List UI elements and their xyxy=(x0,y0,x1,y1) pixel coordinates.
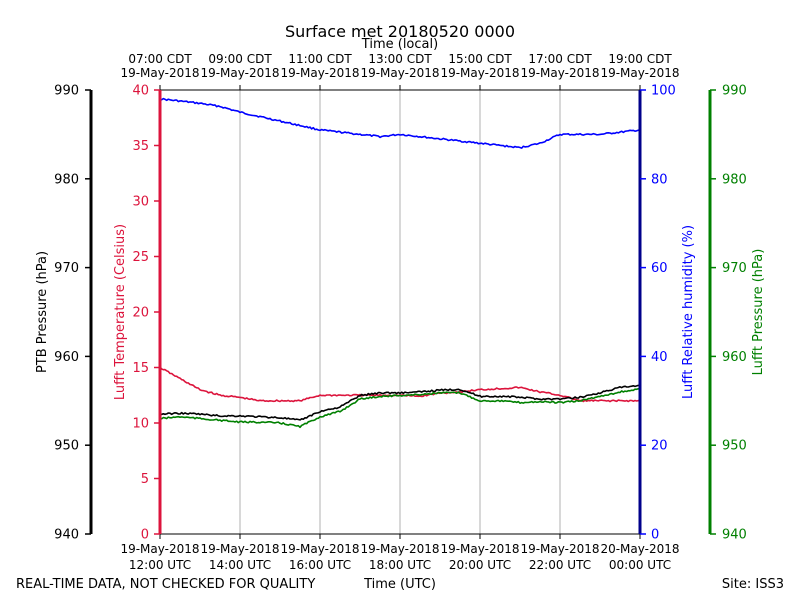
bottom-tick-label: 19-May-2018 xyxy=(440,542,519,556)
bottom-tick-label: 20:00 UTC xyxy=(449,558,511,572)
bottom-tick-label: 19-May-2018 xyxy=(520,542,599,556)
top-tick-label: 13:00 CDT xyxy=(368,52,432,66)
bottom-tick-label: 16:00 UTC xyxy=(289,558,351,572)
top-tick-label: 19-May-2018 xyxy=(440,66,519,80)
bottom-tick-label: 19-May-2018 xyxy=(200,542,279,556)
top-tick-label: 15:00 CDT xyxy=(448,52,512,66)
top-tick-label: 19-May-2018 xyxy=(280,66,359,80)
ptb-pressure-line xyxy=(159,384,641,421)
bottom-tick-label: 00:00 UTC xyxy=(609,558,671,572)
bottom-axis-label: Time (UTC) xyxy=(363,577,436,592)
ptb-pressure-tick-label: 950 xyxy=(54,439,79,454)
ptb-pressure-tick-label: 970 xyxy=(54,261,79,276)
top-tick-label: 19:00 CDT xyxy=(608,52,672,66)
quality-disclaimer: REAL-TIME DATA, NOT CHECKED FOR QUALITY xyxy=(16,577,315,592)
bottom-tick-label: 19-May-2018 xyxy=(280,542,359,556)
lufft-pressure-tick-label: 960 xyxy=(722,350,747,365)
humidity-tick-label: 80 xyxy=(651,172,668,187)
ptb-pressure-tick-label: 960 xyxy=(54,350,79,365)
top-tick-label: 19-May-2018 xyxy=(120,66,199,80)
top-tick-label: 17:00 CDT xyxy=(528,52,592,66)
lufft-pressure-tick-label: 950 xyxy=(722,439,747,454)
temperature-tick-label: 15 xyxy=(132,361,149,376)
lufft-pressure-tick-label: 980 xyxy=(722,172,747,187)
lufft-pressure-tick-label: 970 xyxy=(722,261,747,276)
temperature-axis-label: Lufft Temperature (Celsius) xyxy=(113,224,128,400)
bottom-tick-label: 14:00 UTC xyxy=(209,558,271,572)
top-tick-label: 11:00 CDT xyxy=(288,52,352,66)
lufft-pressure-tick-label: 990 xyxy=(722,84,747,99)
lufft-relative-humidity-line xyxy=(159,97,641,149)
ptb-pressure-tick-label: 980 xyxy=(54,172,79,187)
bottom-tick-label: 19-May-2018 xyxy=(360,542,439,556)
site-label: Site: ISS3 xyxy=(722,577,784,592)
top-axis-label: Time (local) xyxy=(361,37,438,52)
humidity-tick-label: 60 xyxy=(651,261,668,276)
bottom-tick-label: 18:00 UTC xyxy=(369,558,431,572)
temperature-tick-label: 30 xyxy=(132,195,149,210)
top-tick-label: 19-May-2018 xyxy=(360,66,439,80)
temperature-tick-label: 35 xyxy=(132,139,149,154)
humidity-tick-label: 40 xyxy=(651,350,668,365)
temperature-tick-label: 25 xyxy=(132,250,149,265)
top-tick-label: 19-May-2018 xyxy=(200,66,279,80)
bottom-tick-label: 20-May-2018 xyxy=(600,542,679,556)
humidity-tick-label: 100 xyxy=(651,84,676,99)
chart-title: Surface met 20180520 0000 xyxy=(285,22,515,41)
temperature-tick-label: 0 xyxy=(141,528,149,543)
temperature-tick-label: 5 xyxy=(141,472,149,487)
bottom-tick-label: 12:00 UTC xyxy=(129,558,191,572)
lufft-pressure-tick-label: 940 xyxy=(722,528,747,543)
ptb-pressure-axis-label: PTB Pressure (hPa) xyxy=(35,251,50,373)
top-tick-label: 07:00 CDT xyxy=(128,52,192,66)
top-tick-label: 09:00 CDT xyxy=(208,52,272,66)
bottom-tick-label: 19-May-2018 xyxy=(120,542,199,556)
lufft-pressure-line xyxy=(160,387,641,429)
humidity-axis-label: Lufft Relative humidity (%) xyxy=(681,225,696,399)
temperature-tick-label: 20 xyxy=(132,306,149,321)
top-tick-label: 19-May-2018 xyxy=(520,66,599,80)
humidity-tick-label: 0 xyxy=(651,528,659,543)
top-tick-label: 19-May-2018 xyxy=(600,66,679,80)
series-layer xyxy=(159,97,641,429)
bottom-tick-label: 22:00 UTC xyxy=(529,558,591,572)
ptb-pressure-tick-label: 940 xyxy=(54,528,79,543)
humidity-tick-label: 20 xyxy=(651,439,668,454)
ptb-pressure-tick-label: 990 xyxy=(54,84,79,99)
lufft-pressure-axis-label: Lufft Pressure (hPa) xyxy=(751,249,766,376)
temperature-tick-label: 10 xyxy=(132,417,149,432)
temperature-tick-label: 40 xyxy=(132,84,149,99)
gridlines xyxy=(239,90,561,534)
